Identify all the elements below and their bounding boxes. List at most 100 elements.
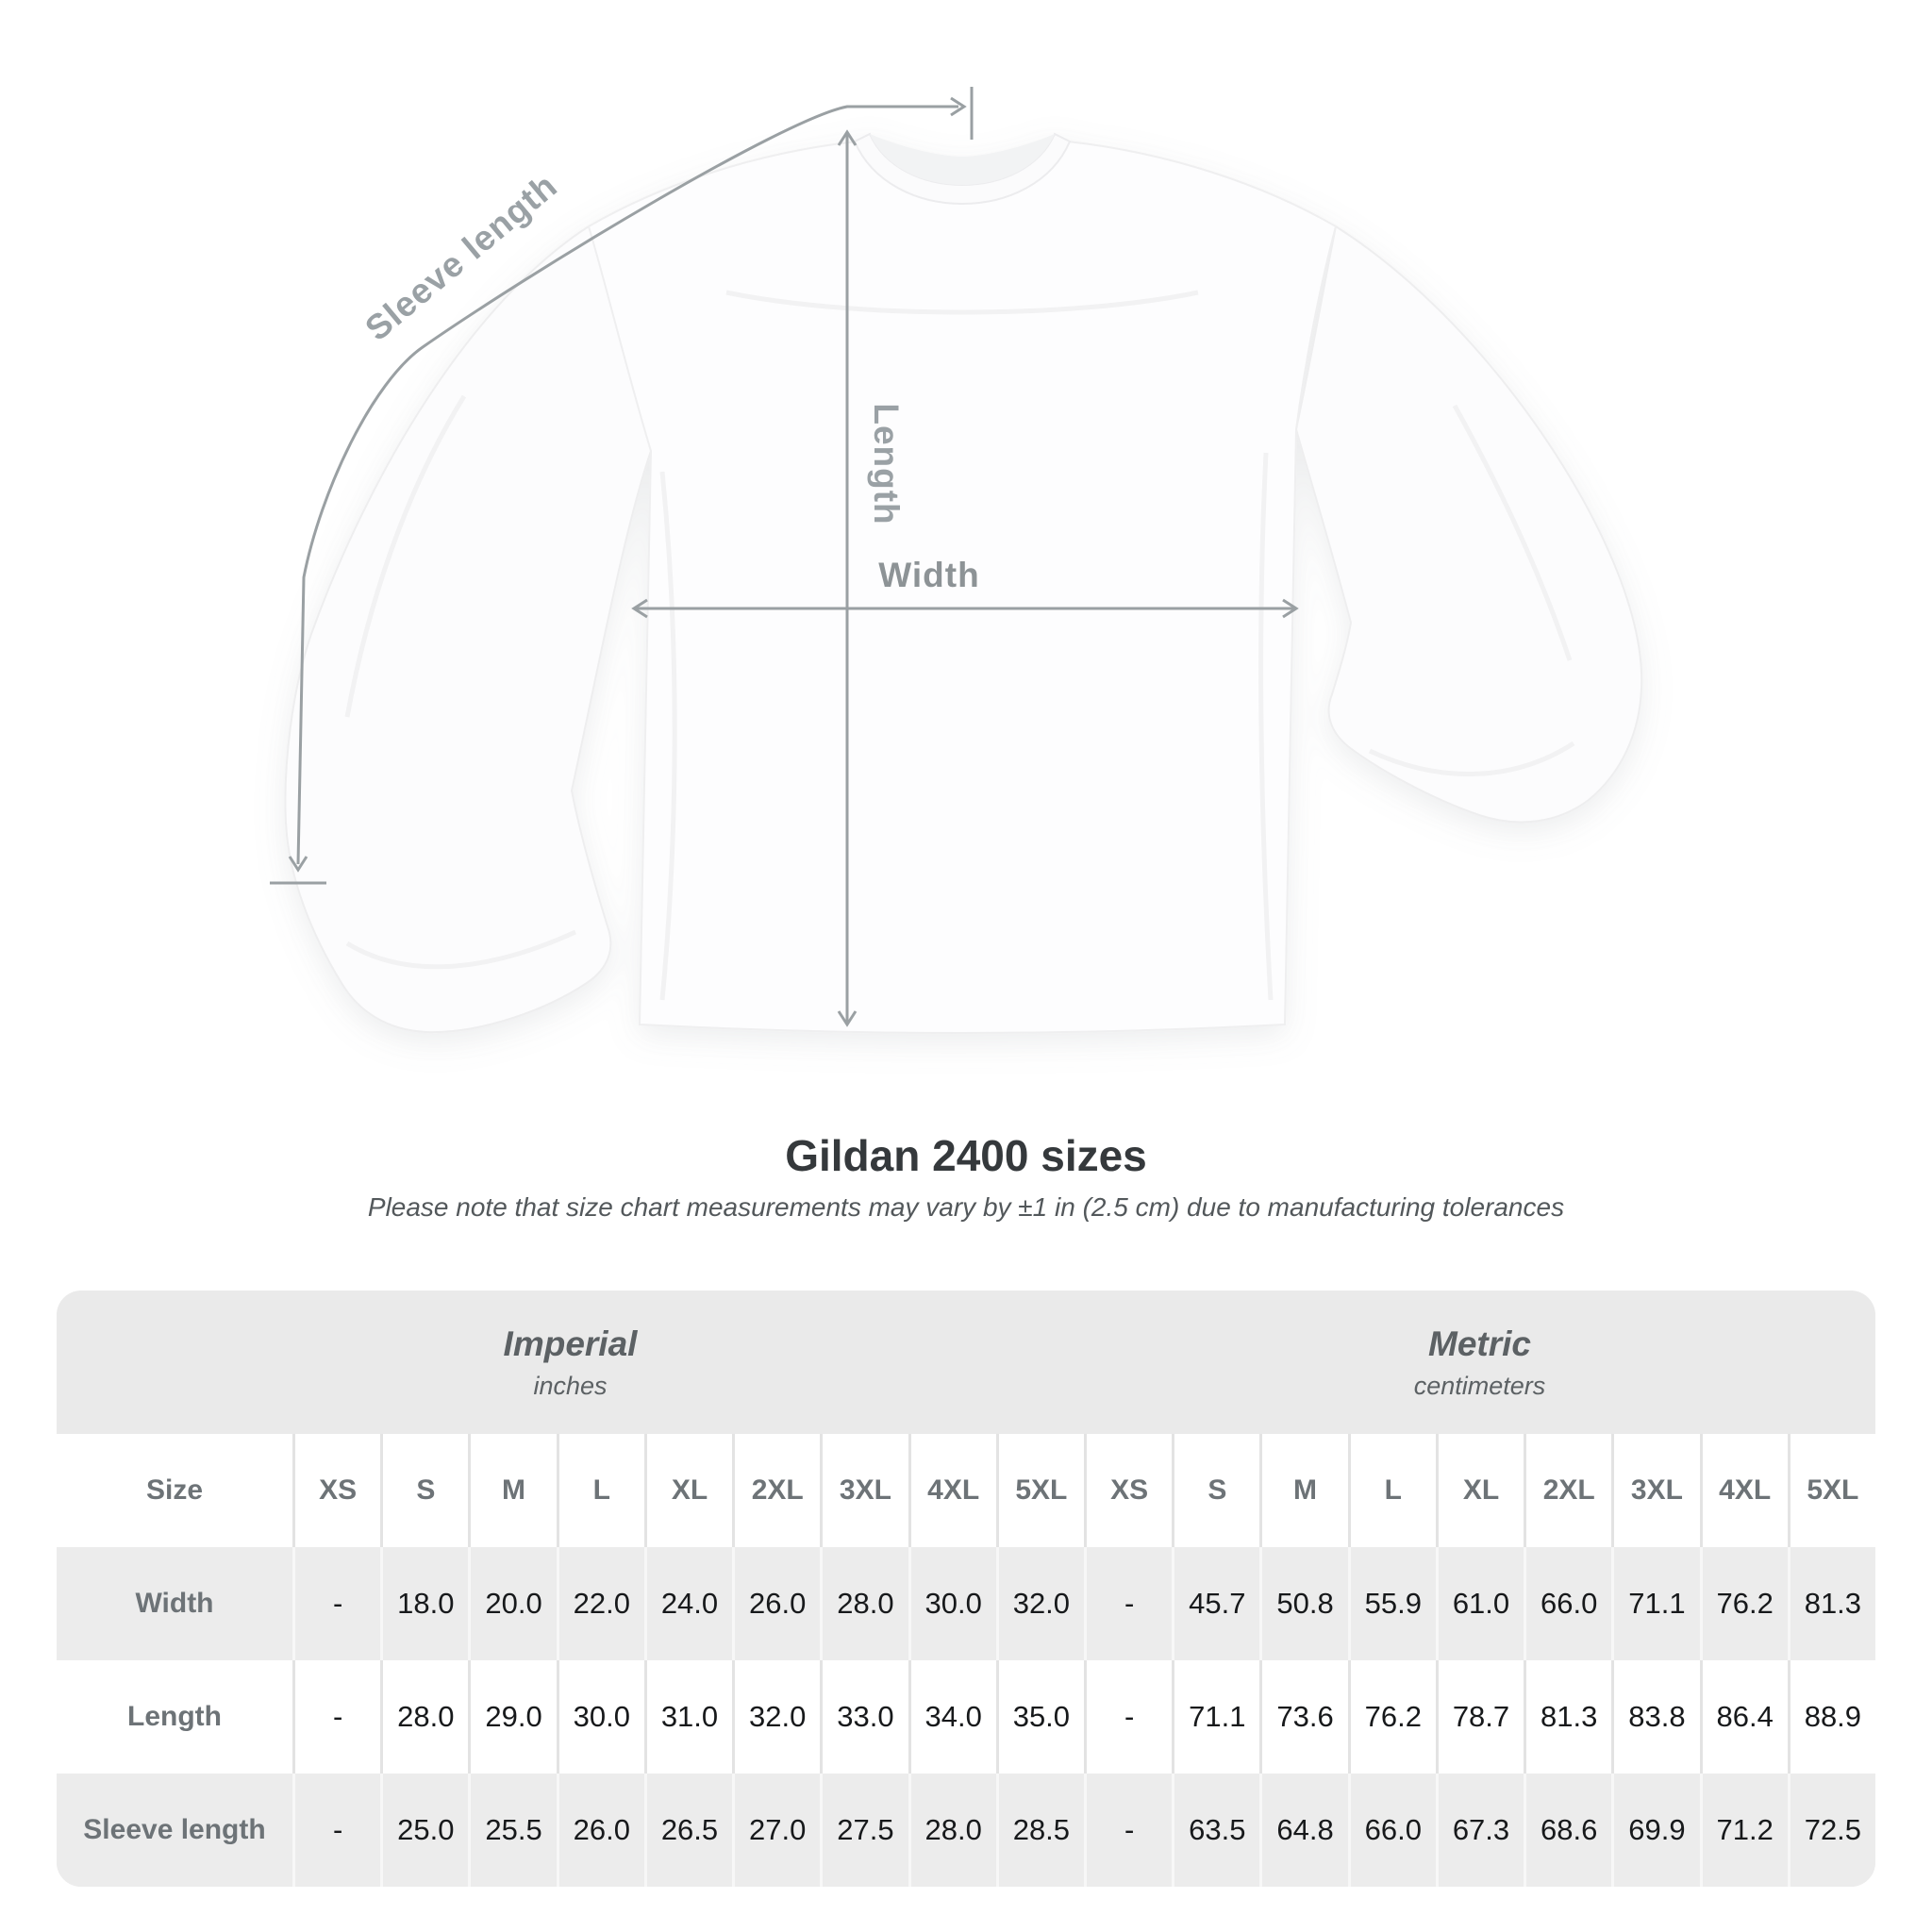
table-cell: 28.0	[380, 1660, 468, 1774]
table-cell: 25.0	[380, 1774, 468, 1887]
row-label: Sleeve length	[83, 1814, 266, 1845]
table-cell: 81.3	[1787, 1547, 1875, 1660]
table-cell: 32.0	[995, 1547, 1084, 1660]
unit-header-row: Imperial inches Metric centimeters	[57, 1291, 1875, 1434]
col-header-imperial-xs: XS	[292, 1434, 380, 1547]
table-cell: 33.0	[820, 1660, 908, 1774]
imperial-label: Imperial	[503, 1324, 638, 1363]
size-header-row: Size XS S M L XL 2XL 3XL 4XL 5XL XS S M …	[57, 1434, 1875, 1547]
table-cell: 71.1	[1611, 1547, 1699, 1660]
table-cell: 86.4	[1699, 1660, 1788, 1774]
table-cell: 71.1	[1172, 1660, 1259, 1774]
table-cell: -	[292, 1774, 380, 1887]
length-label: Length	[867, 403, 906, 525]
table-cell: -	[1083, 1547, 1172, 1660]
table-cell: 61.0	[1435, 1547, 1524, 1660]
metric-group-header: Metric centimeters	[1084, 1291, 1875, 1434]
imperial-unit: inches	[533, 1371, 608, 1400]
table-cell: 66.0	[1347, 1774, 1436, 1887]
col-header-metric-xs: XS	[1083, 1434, 1172, 1547]
table-cell: 73.6	[1259, 1660, 1347, 1774]
table-cell: 76.2	[1699, 1547, 1788, 1660]
page-title: Gildan 2400 sizes	[785, 1131, 1147, 1180]
table-cell: 64.8	[1259, 1774, 1347, 1887]
row-label: Length	[127, 1701, 222, 1732]
col-header-metric-l: L	[1347, 1434, 1436, 1547]
col-header-metric-2xl: 2XL	[1524, 1434, 1611, 1547]
shirt-right-sleeve	[1294, 225, 1643, 824]
table-cell: 50.8	[1259, 1547, 1347, 1660]
table-row-length: Length - 28.0 29.0 30.0 31.0 32.0 33.0 3…	[57, 1660, 1875, 1774]
table-cell: 29.0	[468, 1660, 556, 1774]
table-cell: 63.5	[1172, 1774, 1259, 1887]
table-cell: 83.8	[1611, 1660, 1699, 1774]
table-cell: 27.5	[820, 1774, 908, 1887]
shirt-measurement-diagram: Sleeve length Length Width	[270, 87, 1643, 1034]
table-cell: 35.0	[995, 1660, 1084, 1774]
size-column-header: Size	[145, 1474, 204, 1506]
width-measure-line: Width	[631, 556, 1299, 619]
table-cell: 26.0	[732, 1547, 820, 1660]
col-header-metric-3xl: 3XL	[1611, 1434, 1699, 1547]
row-label: Width	[135, 1588, 214, 1619]
width-label: Width	[878, 556, 979, 594]
table-cell: 68.6	[1524, 1774, 1611, 1887]
table-row-width: Width - 18.0 20.0 22.0 24.0 26.0 28.0 30…	[57, 1547, 1875, 1660]
metric-unit: centimeters	[1413, 1371, 1546, 1400]
col-header-metric-xl: XL	[1435, 1434, 1524, 1547]
table-cell: 31.0	[643, 1660, 732, 1774]
table-cell: 28.0	[908, 1774, 996, 1887]
shirt-creases	[344, 290, 1575, 1001]
col-header-imperial-s: S	[380, 1434, 468, 1547]
table-cell: -	[1083, 1660, 1172, 1774]
col-header-imperial-4xl: 4XL	[908, 1434, 996, 1547]
table-row-sleeve-length: Sleeve length - 25.0 25.5 26.0 26.5 27.0…	[57, 1774, 1875, 1887]
table-cell: 71.2	[1699, 1774, 1788, 1887]
length-measure-line: Length	[837, 129, 906, 1027]
table-cell: -	[1083, 1774, 1172, 1887]
table-cell: 78.7	[1435, 1660, 1524, 1774]
shirt-illustration	[284, 132, 1643, 1034]
table-cell: 30.0	[908, 1547, 996, 1660]
table-cell: 88.9	[1787, 1660, 1875, 1774]
shirt-collar-inner	[870, 134, 1055, 185]
table-cell: 55.9	[1347, 1547, 1436, 1660]
table-cell: 66.0	[1524, 1547, 1611, 1660]
tolerance-note: Please note that size chart measurements…	[367, 1192, 1565, 1222]
table-cell: -	[292, 1547, 380, 1660]
col-header-imperial-l: L	[556, 1434, 644, 1547]
shirt-left-sleeve	[284, 225, 653, 1034]
table-cell: 24.0	[643, 1547, 732, 1660]
table-cell: 20.0	[468, 1547, 556, 1660]
table-cell: 27.0	[732, 1774, 820, 1887]
table-cell: 45.7	[1172, 1547, 1259, 1660]
col-header-imperial-2xl: 2XL	[732, 1434, 820, 1547]
imperial-group-header: Imperial inches	[57, 1291, 1084, 1434]
table-cell: 28.0	[820, 1547, 908, 1660]
col-header-imperial-5xl: 5XL	[995, 1434, 1084, 1547]
col-header-metric-5xl: 5XL	[1787, 1434, 1875, 1547]
table-cell: 67.3	[1435, 1774, 1524, 1887]
table-cell: 76.2	[1347, 1660, 1436, 1774]
table-cell: 69.9	[1611, 1774, 1699, 1887]
col-header-imperial-3xl: 3XL	[820, 1434, 908, 1547]
size-chart-table: Imperial inches Metric centimeters Size …	[57, 1291, 1875, 1887]
table-cell: 26.0	[556, 1774, 644, 1887]
col-header-metric-m: M	[1259, 1434, 1347, 1547]
table-cell: 18.0	[380, 1547, 468, 1660]
metric-label: Metric	[1428, 1324, 1531, 1363]
table-cell: 30.0	[556, 1660, 644, 1774]
col-header-imperial-m: M	[468, 1434, 556, 1547]
table-cell: 81.3	[1524, 1660, 1611, 1774]
col-header-metric-s: S	[1172, 1434, 1259, 1547]
table-cell: 32.0	[732, 1660, 820, 1774]
table-cell: 25.5	[468, 1774, 556, 1887]
table-cell: 34.0	[908, 1660, 996, 1774]
table-cell: 28.5	[995, 1774, 1084, 1887]
col-header-imperial-xl: XL	[643, 1434, 732, 1547]
table-cell: -	[292, 1660, 380, 1774]
table-cell: 72.5	[1787, 1774, 1875, 1887]
table-cell: 22.0	[556, 1547, 644, 1660]
table-cell: 26.5	[643, 1774, 732, 1887]
col-header-metric-4xl: 4XL	[1699, 1434, 1788, 1547]
